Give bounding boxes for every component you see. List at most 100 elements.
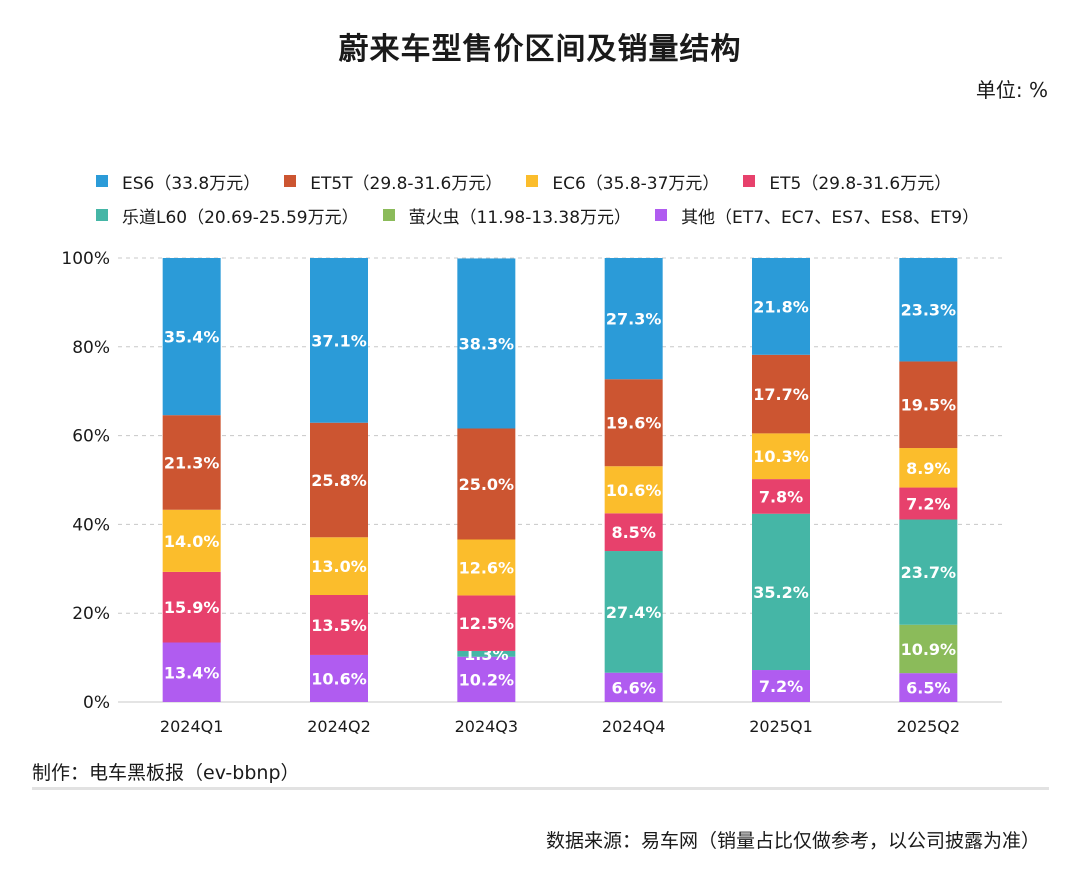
legend-swatch [526,175,539,187]
bar-segment [162,642,221,702]
bar-segment [899,448,958,488]
data-label: 21.8% [753,297,809,316]
source-text: 数据来源：易车网（销量占比仅做参考，以公司披露为准） [545,830,1040,852]
data-label: 7.2% [759,677,803,696]
legend-swatch [284,175,297,187]
bar-segment [310,422,368,538]
bar-segment [899,361,958,449]
data-label: 10.6% [311,669,367,688]
legend-label: 其他（ET7、EC7、ES7、ES8、ET9） [681,207,980,228]
legend-label: ET5T（29.8-31.6万元） [310,173,503,194]
bar-segment [310,594,368,655]
data-label: 8.5% [611,523,655,542]
bar-segment [752,433,810,480]
data-label: 25.8% [311,471,367,490]
chart-title: 蔚来车型售价区间及销量结构 [338,32,742,67]
data-label: 10.9% [901,640,957,659]
data-label: 25.0% [459,475,515,494]
y-tick-label: 0% [83,693,110,713]
legend-swatch [96,175,108,187]
data-label: 19.5% [901,396,957,415]
x-tick-label: 2025Q1 [749,717,813,736]
bar-segment [604,258,663,380]
data-label: 37.1% [311,331,367,350]
bar-segment [310,654,368,702]
data-label: 27.4% [606,603,662,622]
data-label: 23.7% [901,563,957,582]
bar-segment [752,354,810,434]
bar-segment [899,258,958,362]
data-label: 6.6% [611,678,655,697]
bar-segment [162,258,221,416]
data-label: 35.4% [164,328,220,347]
bar-segment [752,513,810,671]
bar-segment [457,656,516,702]
bar-segment [899,487,958,520]
data-label: 13.0% [311,557,367,576]
data-label: 35.2% [753,583,809,602]
y-tick-label: 100% [61,249,110,269]
data-label: 10.6% [606,481,662,500]
bar-segment [162,415,221,510]
data-label: 38.3% [459,334,515,353]
data-label: 15.9% [164,598,220,617]
x-tick-label: 2024Q2 [307,717,371,736]
bar-segment [604,551,663,673]
legend-swatch [655,209,668,221]
legend-label: 乐道L60（20.69-25.59万元） [122,207,359,228]
bar-segment [310,537,368,595]
legend-label: ES6（33.8万元） [122,173,261,194]
data-label: 10.3% [753,447,809,466]
stacked-bar-chart: 0% 20% 40% 60% 80% 100% 13.4% 15.9% 14.0% 21.3% 35… [61,249,1002,736]
divider [32,787,1049,790]
bar-segment [457,428,516,540]
y-tick-label: 20% [72,604,110,624]
data-label: 21.3% [164,453,220,472]
bar-segment [604,672,663,702]
data-label: 10.2% [459,670,515,689]
data-label: 7.2% [906,495,950,514]
y-tick-label: 80% [72,338,110,358]
data-label: 8.9% [906,459,950,478]
data-label: 17.7% [753,385,809,404]
legend-item-es6: ES6（33.8万元） [96,169,260,194]
legend-label: 萤火虫（11.98-13.38万元） [408,207,632,228]
data-label: 7.8% [759,487,803,506]
legend-label: ET5（29.8-31.6万元） [769,173,952,194]
x-tick-label: 2024Q1 [160,717,224,736]
y-tick-label: 40% [72,515,110,535]
legend-item-l60: 乐道L60（20.69-25.59万元） [96,203,359,228]
bar-segment [457,595,516,651]
bar-segment [604,513,663,552]
data-label: 13.5% [311,616,367,635]
bar-segment [162,509,221,572]
data-label: 23.3% [901,301,957,320]
y-tick-label: 60% [72,427,110,447]
bar-segment [604,379,663,467]
bar-segment [899,624,958,674]
data-label: 27.3% [606,310,662,329]
unit-label: 单位: % [975,78,1048,102]
legend-swatch [96,209,108,221]
bar-segment [604,466,663,514]
legend-item-firefly: 萤火虫（11.98-13.38万元） [382,203,632,228]
legend-label: EC6（35.8-37万元） [552,173,720,194]
bar-segment [457,258,516,429]
bar-segment [457,539,516,596]
data-label: 19.6% [606,414,662,433]
legend-item-et5: ET5（29.8-31.6万元） [743,169,951,194]
bar-segment [899,673,958,702]
data-label: 12.6% [459,558,515,577]
x-tick-label: 2024Q4 [602,717,666,736]
data-label: 14.0% [164,532,220,551]
bar-segment [752,258,810,355]
data-label: 12.5% [459,614,515,633]
bar-segment [899,519,958,625]
credit-text: 制作：电车黑板报（ev-bbnp） [32,762,300,784]
bar-segment [752,670,810,702]
legend-item-et5t: ET5T（29.8-31.6万元） [284,169,502,194]
x-tick-label: 2025Q2 [897,717,961,736]
data-label: 13.4% [164,663,220,682]
bar-segment [752,479,810,514]
legend-swatch [382,209,395,221]
